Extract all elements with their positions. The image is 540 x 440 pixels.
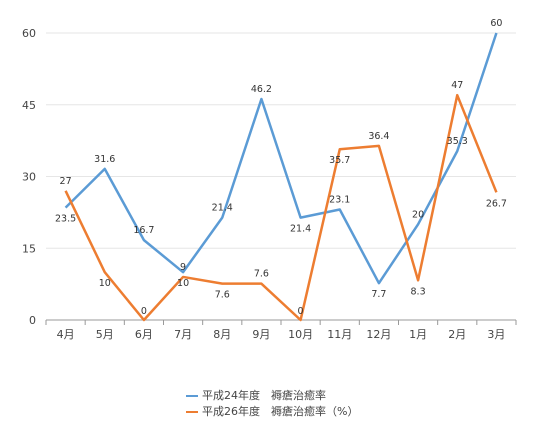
data-label: 46.2 — [251, 84, 272, 95]
data-label: 10 — [177, 278, 189, 289]
x-tick-label: 11月 — [327, 328, 352, 341]
data-label: 9 — [180, 262, 186, 273]
data-label: 35.7 — [329, 155, 350, 166]
y-tick-label: 0 — [29, 314, 36, 327]
data-label: 60 — [490, 18, 502, 29]
data-label: 20 — [412, 209, 424, 220]
x-tick-label: 12月 — [366, 328, 391, 341]
data-label: 8.3 — [411, 286, 426, 297]
data-label: 7.6 — [254, 269, 269, 280]
data-label: 21.4 — [212, 203, 233, 214]
data-label: 35.3 — [447, 136, 468, 147]
data-label: 7.7 — [371, 289, 386, 300]
x-tick-label: 8月 — [213, 328, 231, 341]
data-label: 21.4 — [290, 224, 311, 235]
x-tick-label: 7月 — [174, 328, 192, 341]
x-tick-label: 6月 — [135, 328, 153, 341]
data-label: 31.6 — [94, 154, 115, 165]
data-label: 16.7 — [133, 225, 154, 236]
legend-label-series-2: 平成26年度 褥瘡治癒率（%） — [202, 405, 359, 418]
series-line-1 — [64, 32, 498, 285]
data-label: 23.5 — [55, 214, 76, 225]
legend-item-series-2: 平成26年度 褥瘡治癒率（%） — [186, 404, 358, 420]
x-tick-label: 5月 — [96, 328, 114, 341]
data-label: 0 — [141, 306, 147, 317]
y-tick-label: 30 — [22, 171, 36, 184]
y-axis: 0 15 30 45 60 — [22, 27, 36, 327]
data-label: 7.6 — [215, 290, 230, 301]
x-axis: 4月 5月 6月 7月 8月 9月 10月 11月 12月 1月 2月 3月 — [45, 319, 517, 341]
y-tick-label: 60 — [22, 27, 36, 40]
data-label: 10 — [99, 278, 111, 289]
x-tick-label: 3月 — [487, 328, 505, 341]
x-tick-label: 2月 — [448, 328, 466, 341]
series-lines — [64, 32, 498, 322]
x-tick-label: 10月 — [288, 328, 313, 341]
series-line-2 — [64, 93, 498, 322]
x-tick-label: 1月 — [409, 328, 427, 341]
data-label: 27 — [60, 176, 72, 187]
legend-swatch-series-1 — [186, 395, 198, 397]
data-label: 26.7 — [486, 198, 507, 209]
data-label: 36.4 — [368, 131, 389, 142]
y-tick-label: 15 — [22, 242, 36, 255]
legend: 平成24年度 褥瘡治癒率 平成26年度 褥瘡治癒率（%） — [186, 388, 358, 420]
legend-label-series-1: 平成24年度 褥瘡治癒率 — [202, 389, 326, 402]
data-label: 23.1 — [329, 195, 350, 206]
x-tick-label: 9月 — [252, 328, 270, 341]
data-labels: 23.5 31.6 16.7 10 21.4 46.2 21.4 23.1 7.7 20 35.3 6… — [55, 18, 507, 317]
data-label: 47 — [451, 80, 463, 91]
legend-item-series-1: 平成24年度 褥瘡治癒率 — [186, 388, 358, 404]
legend-swatch-series-2 — [186, 411, 198, 413]
y-tick-label: 45 — [22, 99, 36, 112]
data-label: 0 — [298, 306, 304, 317]
grid-lines — [46, 32, 516, 249]
x-tick-label: 4月 — [57, 328, 75, 341]
